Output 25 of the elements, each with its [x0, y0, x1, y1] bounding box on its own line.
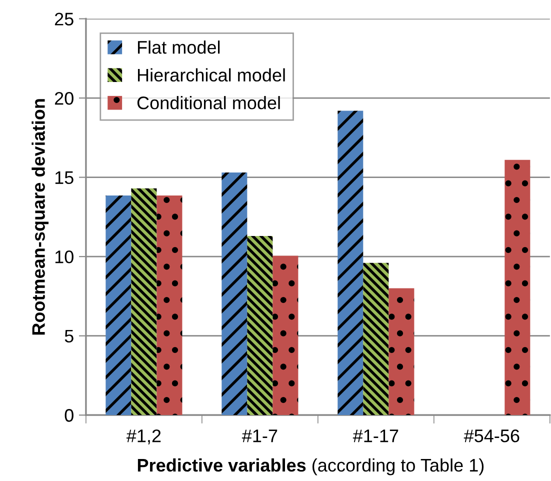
bar	[222, 172, 248, 416]
bar	[504, 160, 530, 416]
y-axis-title: Rootmean-square deviation	[32, 99, 49, 335]
bar	[388, 288, 414, 416]
y-tick-label: 25	[54, 12, 74, 26]
y-tick-label: 5	[64, 330, 74, 343]
y-tick-label: 0	[64, 409, 74, 422]
x-tick-label: #54-56	[464, 429, 520, 442]
bar	[363, 262, 389, 416]
x-tick-label: #1,2	[126, 429, 161, 444]
bar	[106, 196, 132, 416]
y-tick-label: 10	[55, 250, 74, 264]
x-axis-title: Predictive variables (according to Table 1)	[138, 458, 484, 476]
legend-label: Hierarchical model	[138, 68, 285, 82]
bar	[272, 256, 298, 416]
y-tick-label: 15	[55, 171, 74, 184]
legend-label: Conditional model	[137, 96, 280, 110]
bar	[156, 196, 182, 416]
x-tick-label: #1-7	[242, 430, 278, 442]
legend-label: Flat model	[138, 40, 220, 54]
bar	[338, 110, 364, 416]
bar	[247, 236, 273, 416]
y-tick-label: 20	[54, 92, 74, 105]
x-tick-label: #1-17	[352, 430, 398, 442]
bar	[131, 188, 157, 416]
